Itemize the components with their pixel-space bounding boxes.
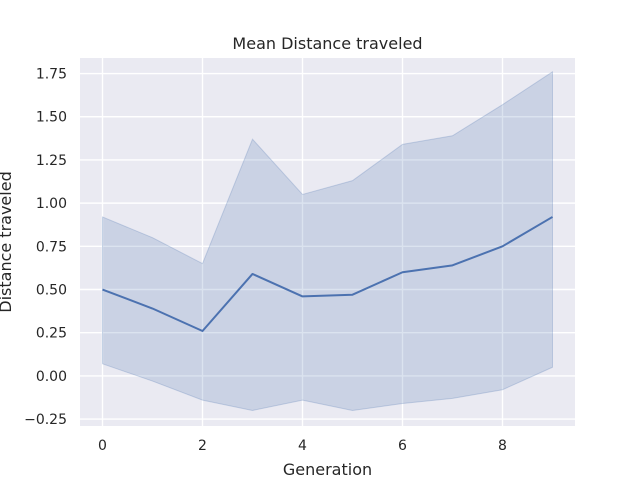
grid-lines	[80, 58, 575, 426]
plot-background	[80, 58, 575, 426]
series-line-layer	[102, 216, 554, 332]
x-tick-labels: 0 2 4 6 8	[98, 438, 507, 454]
y-tick-label: −0.25	[24, 412, 67, 428]
y-tick-label: 0.00	[36, 369, 67, 385]
x-tick-label: 8	[498, 438, 507, 454]
mean-distance-line	[102, 216, 554, 332]
x-tick-label: 2	[198, 438, 207, 454]
confidence-band-layer	[102, 70, 553, 411]
y-tick-label: 1.50	[36, 110, 67, 126]
y-tick-label: 0.25	[36, 326, 67, 342]
x-axis-title: Generation	[283, 460, 372, 479]
y-tick-label: 0.75	[36, 239, 67, 255]
y-tick-labels: −0.25 0.00 0.25 0.50 0.75 1.00 1.25 1.50 1.75	[24, 67, 67, 429]
chart-title: Mean Distance traveled	[232, 34, 422, 53]
y-tick-label: 1.25	[36, 153, 67, 169]
y-axis-title: Distance traveled	[0, 171, 15, 312]
x-tick-label: 6	[398, 438, 407, 454]
x-tick-label: 4	[298, 438, 307, 454]
y-tick-label: 0.50	[36, 283, 67, 299]
y-tick-label: 1.75	[36, 67, 67, 83]
confidence-band	[102, 70, 553, 411]
y-tick-label: 1.00	[36, 196, 67, 212]
x-tick-label: 0	[98, 438, 107, 454]
